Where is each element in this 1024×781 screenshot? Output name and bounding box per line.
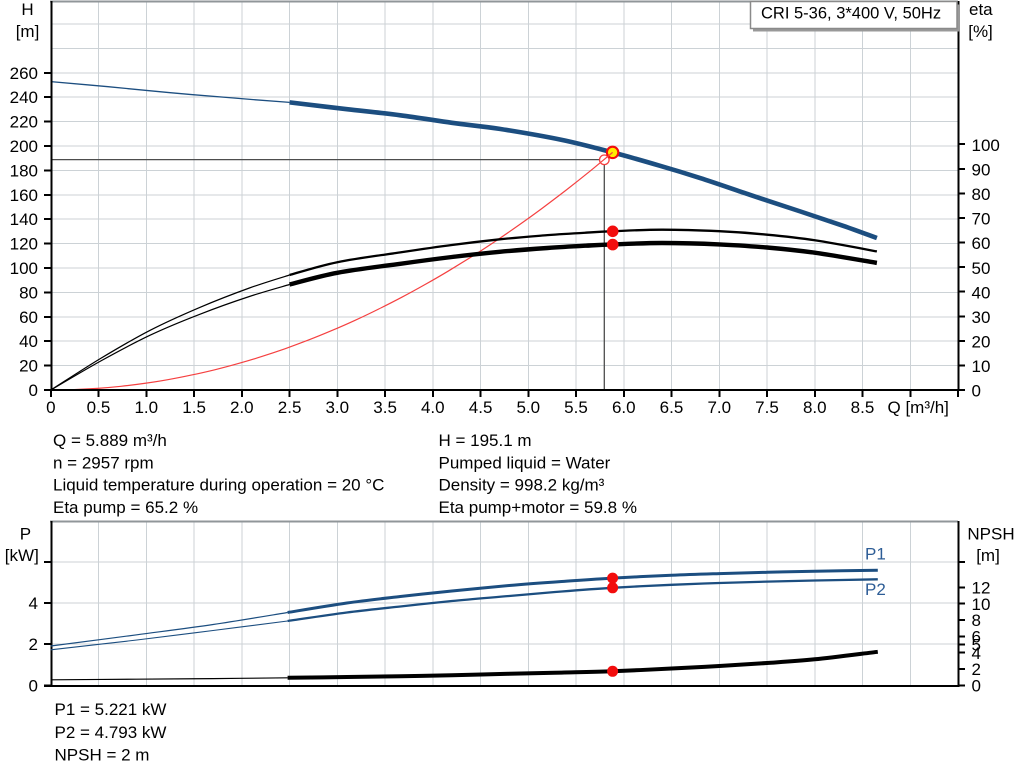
svg-text:40: 40	[972, 283, 991, 302]
svg-text:4.5: 4.5	[469, 398, 493, 417]
svg-text:[m]: [m]	[976, 546, 1000, 565]
svg-text:0: 0	[972, 382, 981, 401]
svg-text:Eta pump+motor = 59.8 %: Eta pump+motor = 59.8 %	[439, 498, 637, 517]
svg-text:60: 60	[972, 234, 991, 253]
svg-text:CRI 5-36, 3*400 V, 50Hz: CRI 5-36, 3*400 V, 50Hz	[761, 5, 941, 23]
svg-text:P2 = 4.793 kW: P2 = 4.793 kW	[55, 723, 167, 742]
svg-text:1.5: 1.5	[182, 398, 206, 417]
svg-text:0.5: 0.5	[87, 398, 111, 417]
svg-text:260: 260	[10, 64, 38, 83]
svg-text:4: 4	[29, 594, 38, 613]
svg-text:50: 50	[972, 259, 991, 278]
svg-text:1.0: 1.0	[134, 398, 158, 417]
svg-text:n = 2957 rpm: n = 2957 rpm	[53, 453, 154, 472]
svg-text:6.5: 6.5	[660, 398, 684, 417]
svg-text:Density = 998.2 kg/m³: Density = 998.2 kg/m³	[439, 476, 605, 495]
svg-text:180: 180	[10, 161, 38, 180]
svg-text:Eta pump = 65.2 %: Eta pump = 65.2 %	[53, 498, 198, 517]
svg-text:60: 60	[19, 308, 38, 327]
svg-text:3.0: 3.0	[325, 398, 349, 417]
svg-text:90: 90	[972, 161, 991, 180]
svg-text:10: 10	[972, 595, 991, 614]
svg-text:5: 5	[972, 636, 981, 655]
svg-text:8: 8	[972, 611, 981, 630]
svg-text:20: 20	[972, 333, 991, 352]
svg-text:[%]: [%]	[968, 22, 993, 41]
svg-text:40: 40	[19, 332, 38, 351]
svg-text:7.5: 7.5	[755, 398, 779, 417]
svg-text:NPSH: NPSH	[967, 525, 1014, 544]
svg-text:6.0: 6.0	[612, 398, 636, 417]
svg-text:0: 0	[29, 381, 38, 400]
svg-text:Q [m³/h]: Q [m³/h]	[888, 398, 949, 417]
svg-text:8.0: 8.0	[803, 398, 827, 417]
svg-text:7.0: 7.0	[707, 398, 731, 417]
svg-text:6: 6	[972, 628, 981, 647]
svg-text:240: 240	[10, 88, 38, 107]
svg-text:20: 20	[19, 357, 38, 376]
svg-text:0: 0	[46, 398, 55, 417]
svg-text:30: 30	[972, 308, 991, 327]
svg-text:80: 80	[972, 185, 991, 204]
svg-text:2: 2	[29, 635, 38, 654]
svg-text:5.0: 5.0	[516, 398, 540, 417]
svg-text:Pumped liquid = Water: Pumped liquid = Water	[439, 453, 611, 472]
svg-text:70: 70	[972, 210, 991, 229]
svg-text:P2: P2	[865, 580, 886, 599]
svg-text:200: 200	[10, 137, 38, 156]
svg-text:Liquid temperature during oper: Liquid temperature during operation = 20…	[53, 476, 384, 495]
svg-text:P: P	[20, 525, 31, 544]
svg-text:12: 12	[972, 579, 991, 598]
svg-text:2.0: 2.0	[230, 398, 254, 417]
svg-text:3.5: 3.5	[373, 398, 397, 417]
svg-text:eta: eta	[969, 0, 993, 19]
svg-text:10: 10	[972, 357, 991, 376]
svg-text:NPSH = 2 m: NPSH = 2 m	[55, 746, 150, 765]
svg-text:4: 4	[972, 644, 981, 663]
svg-text:Q = 5.889 m³/h: Q = 5.889 m³/h	[53, 431, 167, 450]
svg-text:2: 2	[972, 660, 981, 679]
svg-text:P1: P1	[865, 545, 886, 564]
svg-text:[kW]: [kW]	[5, 546, 39, 565]
svg-text:120: 120	[10, 235, 38, 254]
svg-text:140: 140	[10, 210, 38, 229]
svg-text:160: 160	[10, 186, 38, 205]
svg-text:H: H	[21, 0, 33, 19]
svg-text:H = 195.1 m: H = 195.1 m	[439, 431, 532, 450]
svg-text:5.5: 5.5	[564, 398, 588, 417]
svg-text:P1 = 5.221 kW: P1 = 5.221 kW	[55, 700, 167, 719]
svg-text:100: 100	[972, 136, 1000, 155]
svg-text:8.5: 8.5	[851, 398, 875, 417]
svg-text:4.0: 4.0	[421, 398, 445, 417]
svg-text:80: 80	[19, 283, 38, 302]
svg-text:100: 100	[10, 259, 38, 278]
svg-text:0: 0	[972, 677, 981, 696]
svg-text:220: 220	[10, 113, 38, 132]
svg-text:[m]: [m]	[16, 22, 40, 41]
svg-text:0: 0	[29, 676, 38, 695]
svg-text:2.5: 2.5	[278, 398, 302, 417]
